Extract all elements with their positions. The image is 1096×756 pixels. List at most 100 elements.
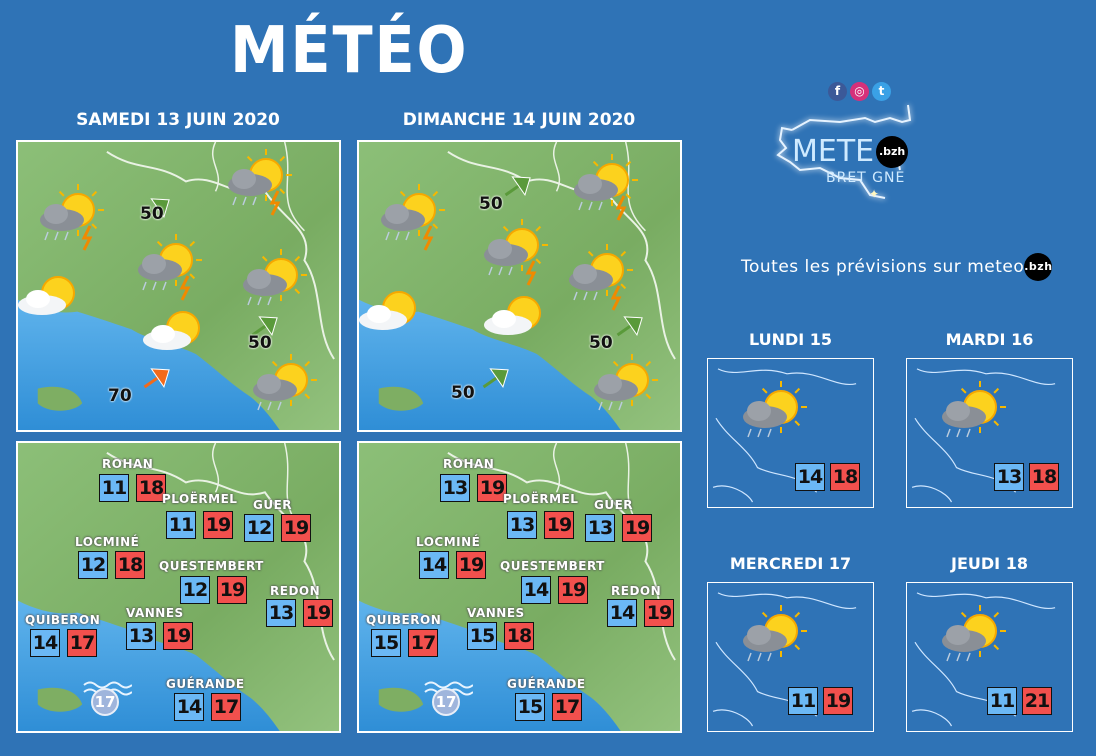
min-temp: 13: [266, 599, 296, 627]
wind-arrow-icon: [482, 368, 509, 389]
city-label: GUÉRANDE: [166, 677, 245, 691]
instagram-icon[interactable]: ◎: [850, 82, 869, 101]
promo-badge: .bzh: [1024, 253, 1053, 281]
logo-text-meteo: METE: [792, 134, 875, 169]
min-temp: 13: [440, 474, 470, 502]
wind-speed: 50: [451, 383, 475, 403]
wind-speed: 50: [140, 204, 164, 224]
city-label: REDON: [270, 584, 321, 598]
max-temp: 19: [544, 511, 574, 539]
logo: METE .bzh BRET GNE ✦: [770, 100, 930, 220]
sea-temperature: 17: [432, 688, 460, 716]
wind-arrow-icon: [616, 316, 643, 337]
city-label: QUESTEMBERT: [159, 559, 264, 573]
max-temp: 17: [552, 693, 582, 721]
thunderstorm-icon: [484, 219, 548, 286]
max-temp: 17: [67, 629, 97, 657]
min-temp: 11: [166, 511, 196, 539]
wind-speed: 50: [589, 333, 613, 353]
min-temp: 15: [371, 629, 401, 657]
thunderstorm-icon: [228, 149, 292, 216]
min-temp: 12: [244, 514, 274, 542]
min-temp: 13: [585, 514, 615, 542]
min-temp: 13: [507, 511, 537, 539]
wind-speed: 50: [248, 333, 272, 353]
max-temp: 19: [281, 514, 311, 542]
thunderstorm-icon: [381, 184, 445, 251]
sun-cloud-icon: [484, 296, 541, 335]
city-label: QUIBERON: [25, 613, 101, 627]
sun-cloud-rain-icon: [253, 354, 317, 411]
city-label: LOCMINÉ: [75, 535, 140, 549]
max-temp: 19: [217, 576, 247, 604]
min-temp: 14: [30, 629, 60, 657]
city-label: VANNES: [467, 606, 525, 620]
max-temp: 19: [456, 551, 486, 579]
forecast-day-title: LUNDI 15: [748, 330, 833, 349]
sun-cloud-rain-icon: [243, 249, 307, 306]
max-temp: 18: [504, 622, 534, 650]
city-label: GUER: [594, 498, 634, 512]
max-temp: 19: [558, 576, 588, 604]
city-label: QUIBERON: [366, 613, 442, 627]
sun-cloud-rain-icon: [942, 381, 1006, 438]
sun-cloud-rain-icon: [743, 605, 807, 662]
city-label: PLOËRMEL: [162, 492, 238, 506]
min-temp: 11: [987, 687, 1017, 715]
sea-temperature: 17: [91, 688, 119, 716]
city-label: GUER: [253, 498, 293, 512]
city-label: QUESTEMBERT: [500, 559, 605, 573]
min-temp: 13: [126, 622, 156, 650]
forecast-day-title: MERCREDI 17: [729, 554, 852, 573]
forecast-map: 14 18: [707, 358, 874, 508]
forecast-map: 13 18: [906, 358, 1073, 508]
max-temp: 18: [136, 474, 166, 502]
wind-speed: 50: [479, 194, 503, 214]
max-temp: 19: [477, 474, 507, 502]
max-temp: 18: [115, 551, 145, 579]
weather-map-saturday: 50 50 70: [16, 140, 341, 432]
thunderstorm-icon: [569, 244, 633, 311]
min-temp: 14: [521, 576, 551, 604]
social-links: f ◎ t: [828, 82, 891, 101]
min-temp: 12: [180, 576, 210, 604]
sun-cloud-icon: [359, 291, 416, 330]
min-temp: 13: [994, 463, 1024, 491]
promo-text: Toutes les prévisions sur meteo: [741, 257, 1025, 277]
facebook-icon[interactable]: f: [828, 82, 847, 101]
logo-text-bretagne: BRET GNE: [826, 170, 906, 186]
forecast-day-title: JEUDI 18: [951, 554, 1028, 573]
max-temp: 19: [622, 514, 652, 542]
wind-arrow-icon: [143, 198, 170, 219]
temperature-map-saturday: ROHAN 11 18 PLOËRMEL 11 19 GUER 12 19 LOCMINÉ 12 18…: [16, 441, 341, 733]
min-temp: 15: [467, 622, 497, 650]
sun-cloud-rain-icon: [594, 354, 658, 411]
promo-link[interactable]: Toutes les prévisions sur meteo.bzh: [741, 253, 1053, 281]
max-temp: 19: [644, 599, 674, 627]
forecast-map: 11 21: [906, 582, 1073, 732]
min-temp: 14: [607, 599, 637, 627]
max-temp: 19: [303, 599, 333, 627]
twitter-icon[interactable]: t: [872, 82, 891, 101]
min-temp: 11: [99, 474, 129, 502]
city-label: REDON: [611, 584, 662, 598]
thunderstorm-icon: [138, 234, 202, 301]
max-temp: 21: [1022, 687, 1052, 715]
temperature-map-sunday: ROHAN 13 19 PLOËRMEL 13 19 GUER 13 19 LOCMINÉ 14 19…: [357, 441, 682, 733]
max-temp: 19: [823, 687, 853, 715]
city-label: PLOËRMEL: [503, 492, 579, 506]
min-temp: 12: [78, 551, 108, 579]
city-label: VANNES: [126, 606, 184, 620]
day-title-saturday: SAMEDI 13 JUIN 2020: [76, 110, 280, 130]
max-temp: 19: [203, 511, 233, 539]
wind-arrow-icon: [143, 368, 170, 389]
max-temp: 18: [830, 463, 860, 491]
max-temp: 18: [1029, 463, 1059, 491]
sun-cloud-rain-icon: [942, 605, 1006, 662]
city-label: ROHAN: [102, 457, 154, 471]
ermine-icon: ✦: [869, 187, 880, 201]
max-temp: 17: [211, 693, 241, 721]
thunderstorm-icon: [574, 154, 638, 221]
sun-cloud-rain-icon: [743, 381, 807, 438]
max-temp: 19: [163, 622, 193, 650]
